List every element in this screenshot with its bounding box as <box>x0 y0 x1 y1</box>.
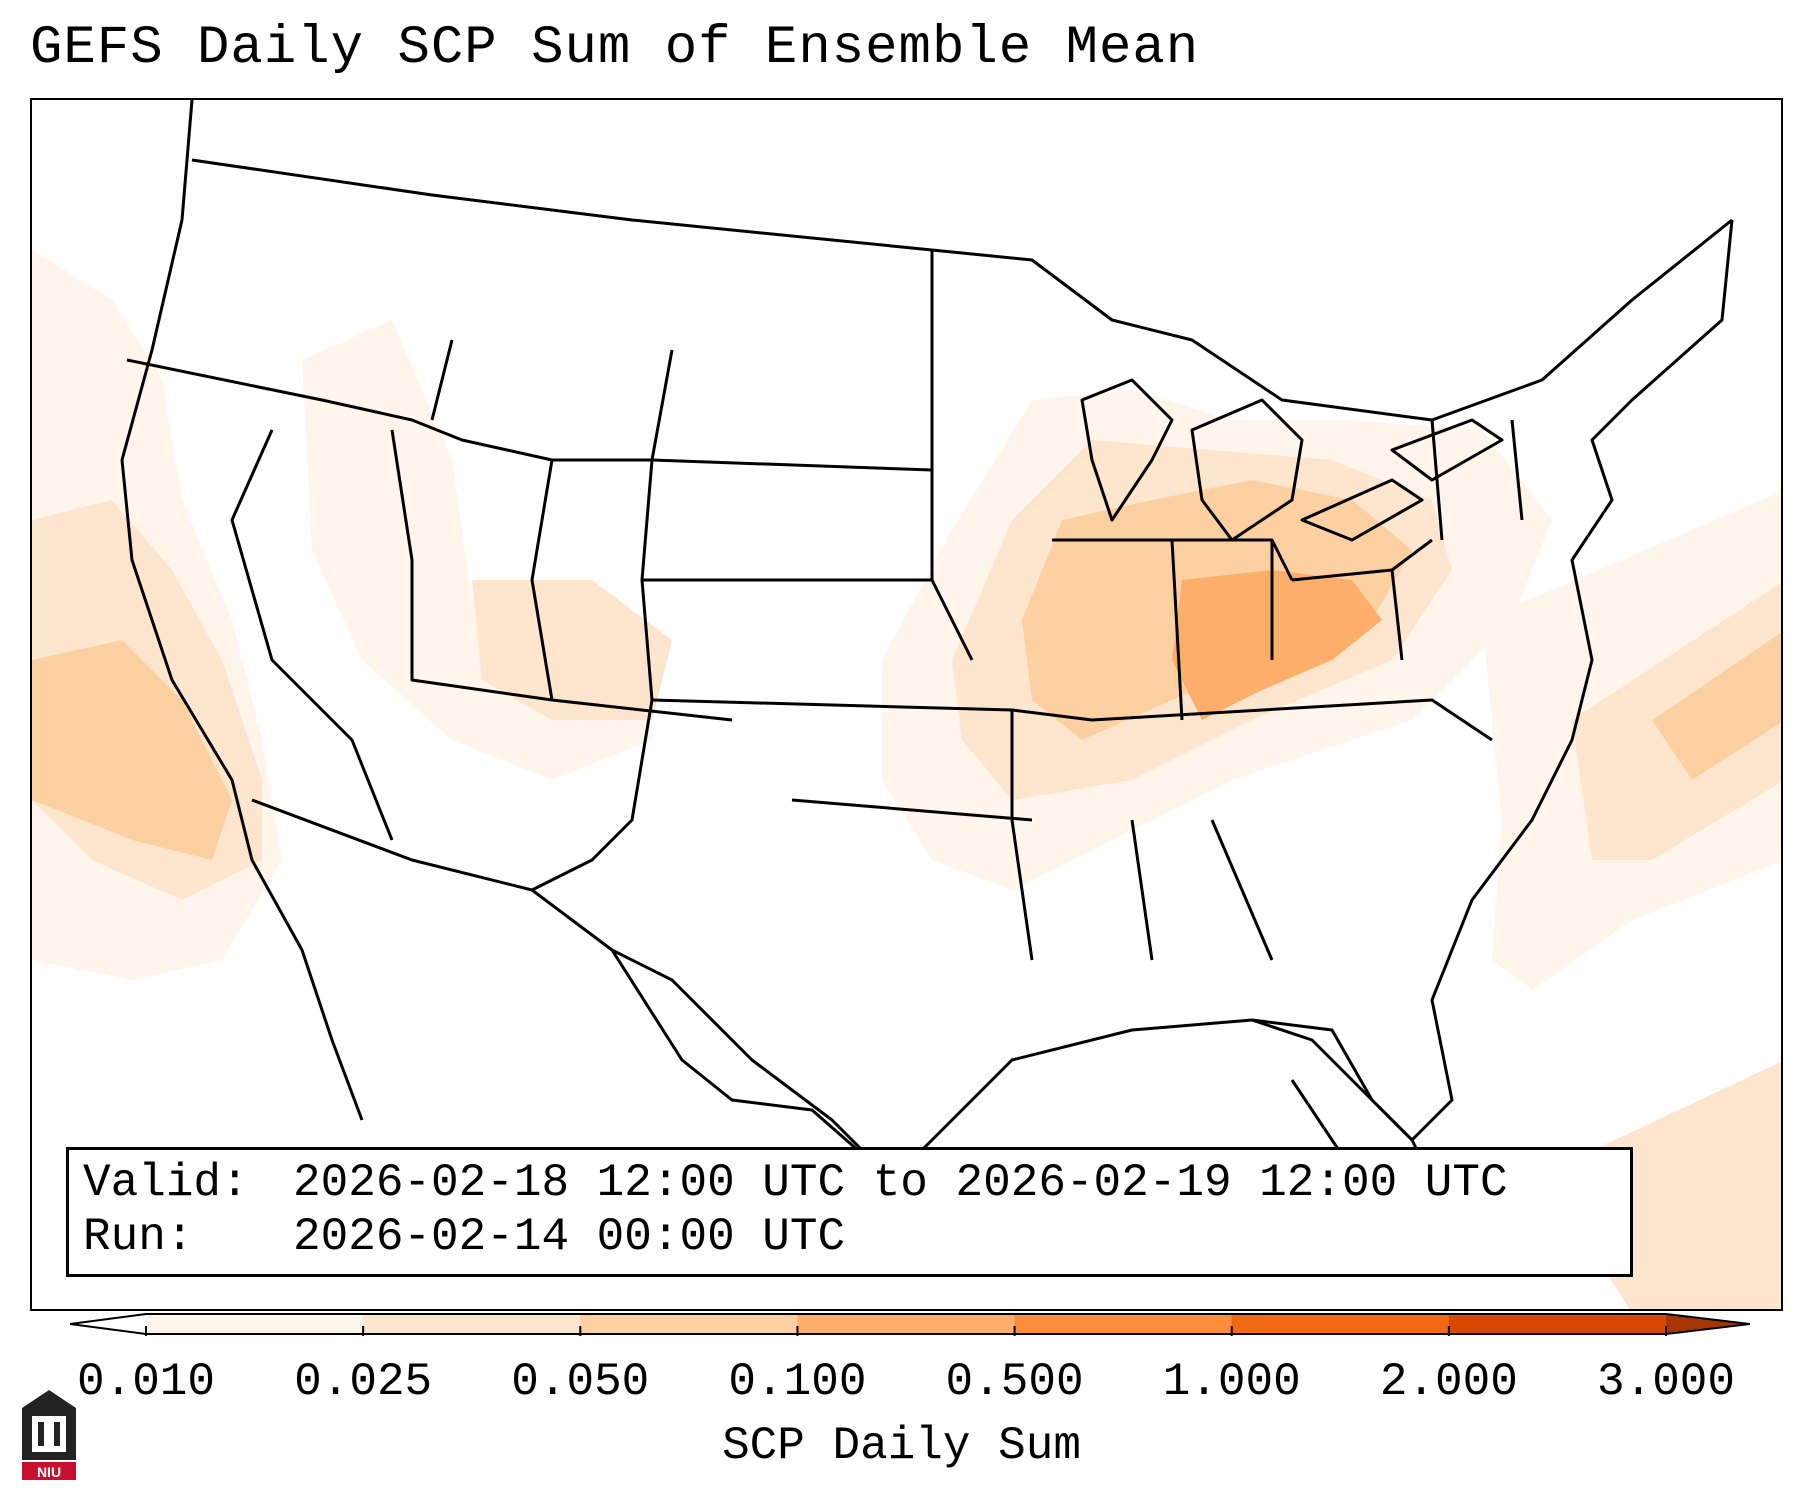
svg-text:NIU: NIU <box>37 1464 61 1480</box>
valid-value: 2026-02-18 12:00 UTC to 2026-02-19 12:00… <box>293 1157 1508 1209</box>
colorbar-tick-label: 1.000 <box>1162 1356 1301 1408</box>
state-lines-east <box>1052 419 1524 721</box>
colorbar-tick-label: 0.500 <box>945 1356 1084 1408</box>
colorbar-segment <box>146 1314 364 1334</box>
colorbar-segment <box>1448 1314 1667 1334</box>
colorbar-outline <box>70 1313 1750 1335</box>
colorbar-over-triangle <box>1666 1314 1750 1334</box>
colorbar-segment <box>363 1314 581 1334</box>
west-coastline <box>120 100 364 1121</box>
colorbar-tick-label: 2.000 <box>1379 1356 1518 1408</box>
state-lines-central <box>642 250 1493 961</box>
great-lakes <box>1080 378 1504 542</box>
colorbar <box>70 1313 1750 1336</box>
indiana-ohio-max <box>1172 570 1382 720</box>
niu-logo: NIU <box>22 1390 76 1480</box>
colorbar-segment <box>580 1314 798 1334</box>
valid-label: Valid: <box>83 1157 249 1209</box>
colorbar-segment <box>1231 1314 1450 1334</box>
state-lines-west <box>126 339 733 892</box>
colorbar-tick-label: 0.010 <box>76 1356 216 1408</box>
canada-border <box>191 158 1733 422</box>
map-panel <box>30 98 1783 1311</box>
colorbar-segment <box>1014 1314 1233 1334</box>
mexico-border <box>251 798 893 1182</box>
valid-run-box: Valid: 2026-02-18 12:00 UTC to 2026-02-1… <box>66 1147 1633 1277</box>
california-core <box>32 640 232 860</box>
colorbar-tick-label: 0.100 <box>728 1356 867 1408</box>
atlantic-core <box>1652 632 1781 780</box>
colorbar-tick-label: 3.000 <box>1596 1356 1736 1408</box>
boundaries <box>120 100 1734 1222</box>
colorbar-tick-label: 0.025 <box>294 1356 433 1408</box>
chart-title: GEFS Daily SCP Sum of Ensemble Mean <box>30 18 1200 79</box>
colorbar-segment <box>797 1314 1016 1334</box>
run-value: 2026-02-14 00:00 UTC <box>293 1211 846 1263</box>
colorbar-under-triangle <box>70 1314 146 1334</box>
scp-field <box>32 250 1781 1309</box>
colorado-band <box>472 580 672 720</box>
colorbar-label: SCP Daily Sum <box>722 1420 1081 1472</box>
colorbar-tick-label: 0.050 <box>511 1356 650 1408</box>
map-canvas <box>32 100 1781 1309</box>
run-label: Run: <box>83 1211 194 1263</box>
